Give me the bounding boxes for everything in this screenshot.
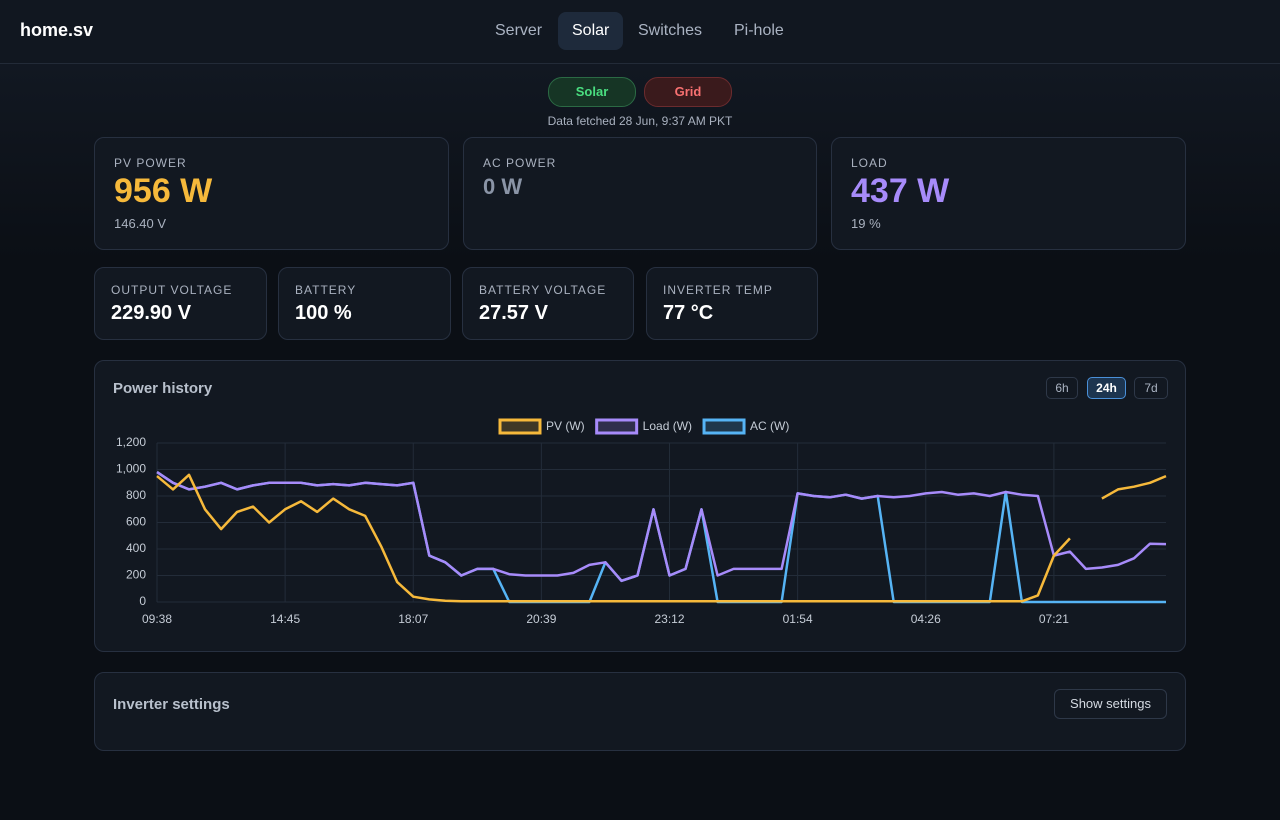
nav-bar bbox=[0, 0, 1280, 64]
brand[interactable]: home.sv bbox=[20, 20, 94, 40]
legend-label: PV (W) bbox=[546, 419, 585, 433]
card bbox=[94, 137, 449, 250]
card bbox=[831, 137, 1186, 250]
mode-button[interactable]: Solar bbox=[548, 77, 636, 107]
card-value: 0 W bbox=[483, 174, 523, 199]
stat-value: 100 % bbox=[295, 302, 352, 324]
range-button[interactable]: 6h bbox=[1046, 377, 1078, 399]
mode-button[interactable]: Grid bbox=[644, 77, 732, 107]
card-label: AC POWER bbox=[483, 156, 557, 170]
tab[interactable]: Pi-hole bbox=[734, 22, 784, 39]
x-tick-label: 07:21 bbox=[1039, 612, 1069, 626]
y-tick-label: 600 bbox=[126, 515, 146, 529]
y-tick-label: 1,000 bbox=[116, 462, 146, 476]
stat-label: OUTPUT VOLTAGE bbox=[111, 283, 233, 297]
tab[interactable]: Switches bbox=[638, 22, 703, 39]
x-tick-label: 09:38 bbox=[142, 612, 172, 626]
tab-active[interactable]: Solar bbox=[558, 12, 624, 50]
fetched-time: Data fetched 28 Jun, 9:37 AM PKT bbox=[547, 114, 733, 128]
card-value: 437 W bbox=[851, 172, 950, 210]
stat-value: 77 °C bbox=[663, 302, 714, 324]
legend-swatch bbox=[595, 418, 639, 435]
stat-card bbox=[646, 267, 818, 340]
y-tick-label: 800 bbox=[126, 488, 146, 502]
stat-value: 27.57 V bbox=[479, 302, 548, 324]
stat-card bbox=[462, 267, 634, 340]
x-tick-label: 20:39 bbox=[526, 612, 556, 626]
card-sub: 146.40 V bbox=[114, 216, 167, 231]
range-button-active[interactable]: 24h bbox=[1087, 377, 1126, 399]
stat-label: INVERTER TEMP bbox=[663, 283, 773, 297]
settings-panel bbox=[94, 672, 1186, 751]
y-tick-label: 0 bbox=[139, 594, 146, 608]
x-tick-label: 01:54 bbox=[783, 612, 813, 626]
legend-label: Load (W) bbox=[643, 419, 692, 433]
card-label: PV POWER bbox=[114, 156, 187, 170]
card-label: LOAD bbox=[851, 156, 888, 170]
x-tick-label: 23:12 bbox=[654, 612, 684, 626]
legend-swatch bbox=[702, 418, 746, 435]
stat-label: BATTERY VOLTAGE bbox=[479, 283, 607, 297]
panel-title: Power history bbox=[113, 380, 213, 397]
stat-label: BATTERY bbox=[295, 283, 357, 297]
x-tick-label: 04:26 bbox=[911, 612, 941, 626]
tab[interactable]: Server bbox=[495, 22, 543, 39]
legend-label: AC (W) bbox=[750, 419, 789, 433]
range-button[interactable]: 7d bbox=[1134, 377, 1168, 399]
stat-card bbox=[278, 267, 451, 340]
x-tick-label: 14:45 bbox=[270, 612, 300, 626]
stat-card bbox=[94, 267, 267, 340]
y-tick-label: 1,200 bbox=[116, 435, 146, 449]
x-tick-label: 18:07 bbox=[398, 612, 428, 626]
panel-title: Inverter settings bbox=[113, 696, 230, 713]
series-line bbox=[156, 473, 1167, 603]
show-settings-button[interactable]: Show settings bbox=[1054, 689, 1167, 719]
card bbox=[463, 137, 817, 250]
y-tick-label: 200 bbox=[126, 568, 146, 582]
y-tick-label: 400 bbox=[126, 541, 146, 555]
card-sub: 19 % bbox=[851, 216, 881, 231]
stat-value: 229.90 V bbox=[111, 302, 192, 324]
legend-swatch bbox=[498, 418, 542, 435]
series-line bbox=[156, 471, 1166, 604]
card-value: 956 W bbox=[114, 172, 213, 210]
series-line bbox=[156, 471, 1167, 583]
